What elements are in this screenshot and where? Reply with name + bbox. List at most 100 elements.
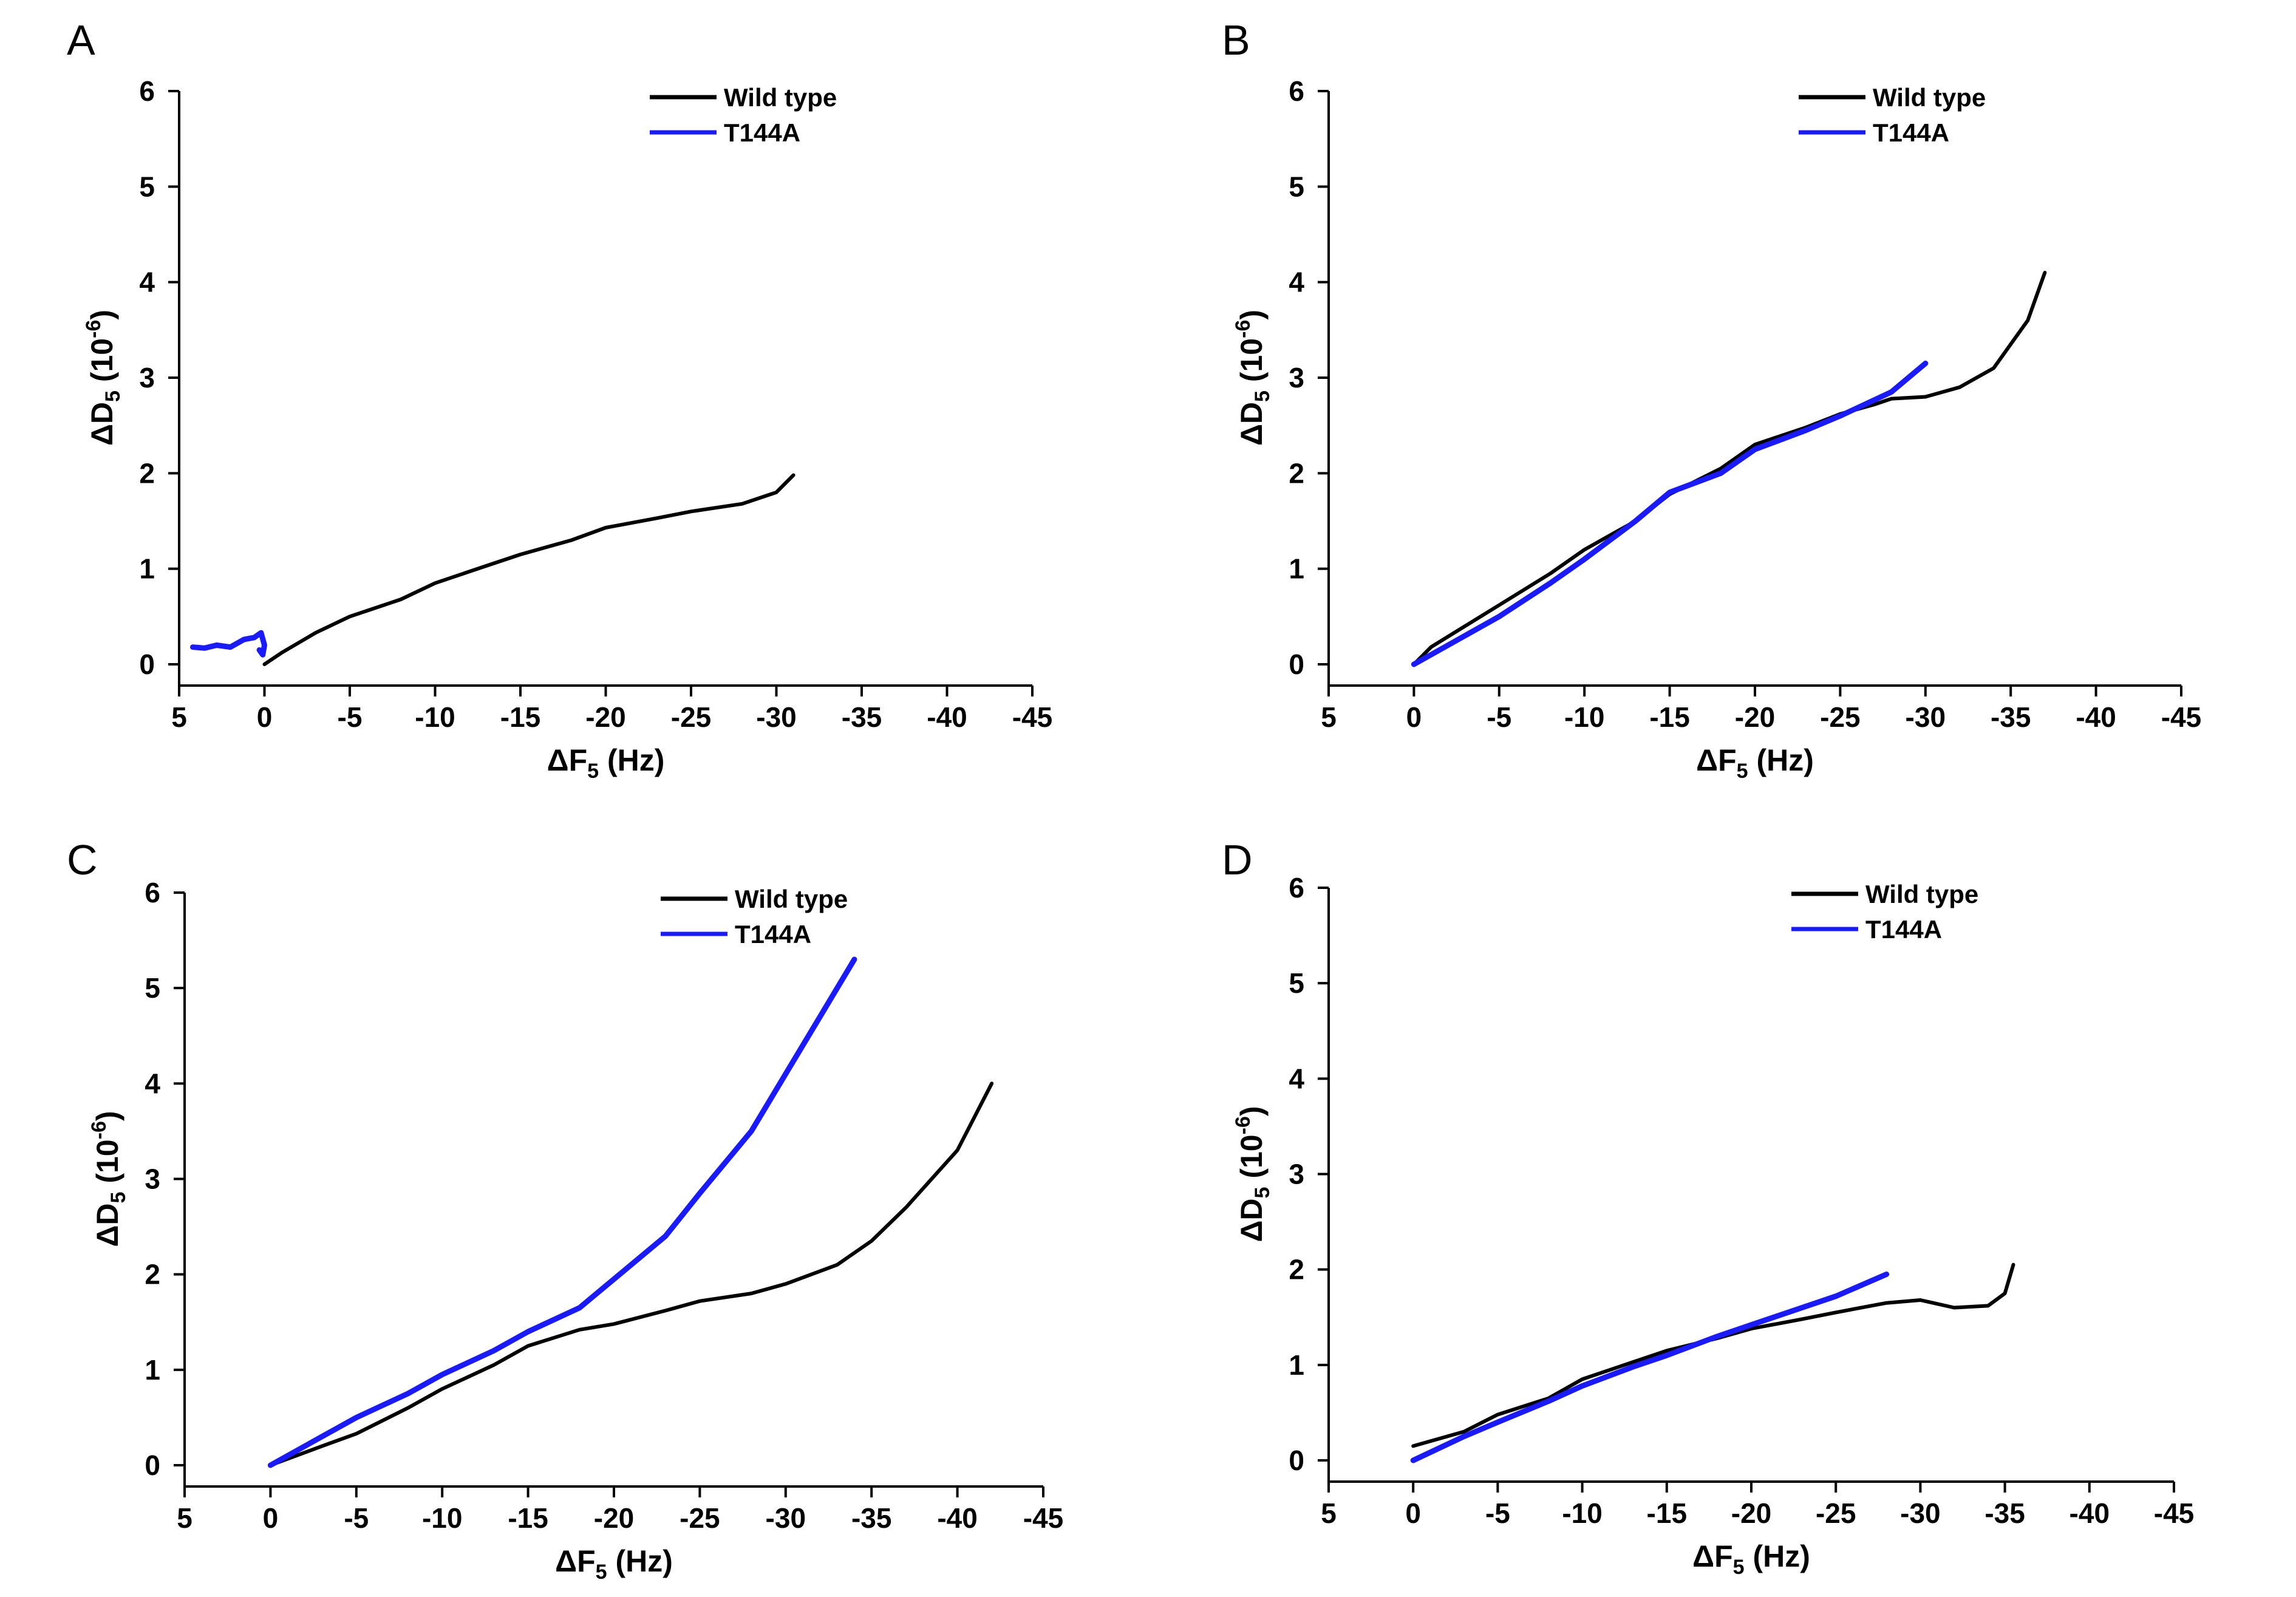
x-tick-label: -20 — [585, 701, 625, 733]
x-axis-title: ΔF5 (Hz) — [547, 743, 665, 783]
series-line-wild-type — [1411, 1262, 2015, 1448]
y-tick-label: 0 — [139, 649, 155, 680]
series-line-t144a — [190, 630, 267, 658]
x-tick-label: -40 — [2076, 701, 2116, 733]
y-tick-label: 5 — [1289, 171, 1304, 202]
x-tick-label: 5 — [177, 1502, 192, 1534]
x-tick-label: -45 — [2154, 1497, 2194, 1529]
x-axis-title: ΔF5 (Hz) — [1692, 1539, 1810, 1579]
x-tick-label: -40 — [927, 701, 967, 733]
y-tick-label: 3 — [139, 362, 155, 393]
y-tick-label: 4 — [145, 1068, 160, 1099]
x-tick-label: -25 — [1816, 1497, 1856, 1529]
y-tick-label: 2 — [139, 457, 155, 489]
series-line-t144a — [267, 956, 857, 1468]
y-tick-label: 0 — [1289, 649, 1304, 680]
panel-label: C — [67, 836, 98, 884]
legend-label: Wild type — [1865, 880, 1978, 908]
y-tick-label: 3 — [145, 1163, 160, 1195]
x-tick-label: -45 — [1012, 701, 1052, 733]
x-tick-label: 5 — [1321, 701, 1337, 733]
panel-label: A — [67, 16, 95, 64]
y-tick-label: 6 — [145, 877, 160, 908]
x-tick-label: -15 — [500, 701, 540, 733]
series-line-wild-type — [268, 1081, 994, 1467]
legend-label: Wild type — [724, 83, 837, 112]
x-tick-label: -10 — [415, 701, 455, 733]
y-tick-label: 2 — [1289, 457, 1304, 489]
y-tick-label: 5 — [139, 171, 155, 202]
y-tick-label: 0 — [1289, 1445, 1304, 1476]
y-axis-title: ΔD5 (10-6) — [82, 310, 124, 446]
legend-label: T144A — [735, 920, 811, 948]
y-axis-title: ΔD5 (10-6) — [1231, 1106, 1274, 1242]
x-tick-label: -5 — [1487, 701, 1511, 733]
y-tick-label: 1 — [139, 553, 155, 585]
x-tick-label: -45 — [1023, 1502, 1063, 1534]
x-tick-label: 5 — [171, 701, 187, 733]
x-axis-title: ΔF5 (Hz) — [1696, 743, 1814, 783]
y-tick-label: 1 — [1289, 1349, 1304, 1381]
legend-label: Wild type — [735, 885, 848, 913]
x-tick-label: -5 — [338, 701, 363, 733]
x-tick-label: -30 — [756, 701, 796, 733]
x-tick-label: -30 — [766, 1502, 806, 1534]
x-tick-label: -35 — [842, 701, 882, 733]
y-axis-title: ΔD5 (10-6) — [87, 1111, 130, 1247]
series-line-t144a — [1410, 1272, 1890, 1463]
y-tick-label: 4 — [139, 267, 155, 298]
x-tick-label: -25 — [680, 1502, 720, 1534]
x-tick-label: -20 — [1735, 701, 1775, 733]
x-tick-label: -30 — [1906, 701, 1946, 733]
y-tick-label: 1 — [1289, 553, 1304, 585]
x-tick-label: -15 — [1647, 1497, 1687, 1529]
x-tick-label: -10 — [1564, 701, 1604, 733]
series-line-wild-type — [1412, 270, 2047, 666]
x-tick-label: -35 — [851, 1502, 891, 1534]
x-tick-label: -40 — [2069, 1497, 2110, 1529]
x-tick-label: -20 — [594, 1502, 634, 1534]
y-axis-title: ΔD5 (10-6) — [1231, 310, 1274, 446]
panel-label: B — [1222, 16, 1250, 64]
x-tick-label: 0 — [257, 701, 273, 733]
y-tick-label: 2 — [145, 1259, 160, 1290]
y-tick-label: 6 — [1289, 75, 1304, 107]
x-tick-label: -45 — [2161, 701, 2201, 733]
x-tick-label: -25 — [671, 701, 711, 733]
x-tick-label: -15 — [508, 1502, 548, 1534]
x-tick-label: 0 — [1406, 701, 1422, 733]
series-line-t144a — [1411, 360, 1929, 667]
y-tick-label: 1 — [145, 1354, 160, 1386]
y-tick-label: 5 — [145, 972, 160, 1004]
y-tick-label: 3 — [1289, 362, 1304, 393]
x-tick-label: -35 — [1991, 701, 2031, 733]
y-tick-label: 2 — [1289, 1254, 1304, 1285]
legend-label: T144A — [1865, 915, 1942, 944]
x-tick-label: 0 — [1405, 1497, 1421, 1529]
y-tick-label: 4 — [1289, 267, 1304, 298]
x-tick-label: -30 — [1900, 1497, 1940, 1529]
legend-label: T144A — [1873, 118, 1949, 147]
y-tick-label: 3 — [1289, 1159, 1304, 1190]
y-tick-label: 6 — [139, 75, 155, 107]
x-tick-label: -10 — [422, 1502, 462, 1534]
x-tick-label: -20 — [1731, 1497, 1771, 1529]
y-tick-label: 6 — [1289, 872, 1304, 904]
x-tick-label: -5 — [344, 1502, 369, 1534]
legend-label: Wild type — [1873, 83, 1986, 112]
series-line-wild-type — [262, 473, 795, 666]
y-tick-label: 4 — [1289, 1063, 1304, 1094]
y-tick-label: 0 — [145, 1449, 160, 1481]
x-tick-label: -35 — [1984, 1497, 2025, 1529]
x-tick-label: -10 — [1562, 1497, 1602, 1529]
x-tick-label: 0 — [263, 1502, 279, 1534]
panel-label: D — [1222, 836, 1253, 884]
x-tick-label: -15 — [1649, 701, 1689, 733]
x-tick-label: -5 — [1485, 1497, 1510, 1529]
y-tick-label: 5 — [1289, 967, 1304, 999]
